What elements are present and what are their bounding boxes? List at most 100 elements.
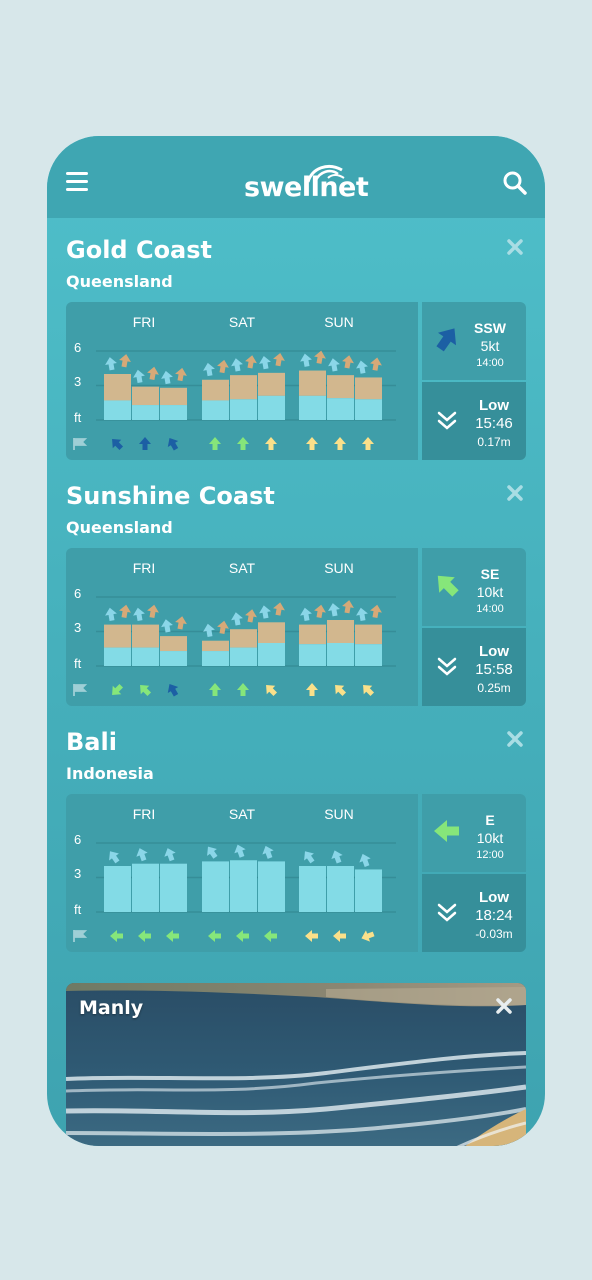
wind-time: 14:00	[476, 357, 504, 369]
wind-arrow	[166, 930, 179, 942]
secondary-swell-bar	[327, 620, 354, 643]
wind-arrow	[110, 930, 123, 942]
wind-arrow	[266, 685, 278, 697]
tide-label: Low	[479, 397, 509, 414]
swell-chart-svg: 6 3 ft FRI SAT SUN	[73, 560, 396, 697]
swell-direction-arrow	[231, 612, 243, 626]
swell-direction-arrow	[161, 370, 173, 385]
hamburger-menu-icon[interactable]	[66, 172, 88, 191]
primary-swell-bar	[327, 643, 354, 666]
swell-direction-arrow	[203, 362, 215, 377]
surfcam-title: Manly	[79, 997, 144, 1019]
wind-arrow	[265, 437, 277, 450]
day-label: FRI	[133, 314, 156, 330]
wind-direction: SSW	[474, 320, 506, 336]
search-icon[interactable]	[502, 170, 528, 196]
wind-speed: 5kt	[480, 338, 500, 354]
primary-swell-bar	[104, 866, 131, 912]
secondary-swell-bar	[132, 624, 159, 648]
primary-swell-bar	[299, 866, 326, 912]
forecast-panel: 6 3 ft FRI SAT SUN SSW 5kt 14:00 Low 15:46 0.…	[66, 302, 526, 460]
location-title[interactable]: Sunshine Coast	[66, 482, 275, 510]
primary-swell-bar	[132, 863, 159, 912]
close-icon[interactable]	[495, 997, 513, 1015]
day-label: SUN	[324, 314, 354, 330]
primary-swell-bar	[355, 644, 382, 666]
swell-direction-arrow	[273, 352, 285, 367]
swell-direction-arrow	[161, 619, 173, 633]
wind-arrow	[112, 439, 124, 451]
primary-swell-bar	[160, 405, 187, 420]
wind-box: SSW 5kt 14:00	[422, 302, 526, 380]
wind-time: 14:00	[476, 603, 504, 615]
swell-direction-arrow	[356, 607, 368, 621]
swell-chart[interactable]: 6 3 ft FRI SAT SUN	[66, 548, 418, 706]
double-chevron-down-icon	[437, 657, 457, 676]
wind-arrow	[236, 930, 249, 942]
swell-direction-arrow	[314, 604, 326, 618]
swell-direction-arrow	[356, 360, 368, 374]
secondary-swell-bar	[104, 624, 131, 648]
forecast-panel: 6 3 ft FRI SAT SUN SE 10kt 14:00 Low 15:58 0.…	[66, 548, 526, 706]
swell-direction-arrow	[273, 602, 285, 616]
y-axis-label: 6	[74, 340, 81, 355]
close-icon[interactable]	[506, 484, 524, 502]
wind-arrow	[112, 683, 124, 695]
wind-arrow	[306, 683, 318, 696]
swell-chart[interactable]: 6 3 ft FRI SAT SUN	[66, 794, 418, 952]
wind-direction-arrow-icon	[436, 328, 457, 352]
swell-direction-arrow	[105, 607, 117, 621]
wind-time: 12:00	[476, 849, 504, 861]
secondary-swell-bar	[202, 640, 229, 652]
swell-chart-svg: 6 3 ft FRI SAT SUN	[73, 806, 396, 942]
swell-direction-arrow	[175, 367, 187, 382]
location-title[interactable]: Gold Coast	[66, 236, 213, 264]
tide-time: 15:58	[475, 661, 513, 678]
y-axis-label: 3	[74, 374, 81, 389]
wind-arrow	[140, 685, 152, 697]
primary-swell-bar	[258, 861, 285, 912]
y-axis-label: ft	[74, 902, 82, 917]
y-axis-label: 6	[74, 832, 81, 847]
y-axis-label: 6	[74, 586, 81, 601]
swell-direction-arrow	[109, 851, 120, 864]
app-header: swellnet	[47, 136, 545, 218]
wind-box: E 10kt 12:00	[422, 794, 526, 872]
primary-swell-bar	[160, 863, 187, 912]
swell-direction-arrow	[217, 359, 229, 374]
close-icon[interactable]	[506, 730, 524, 748]
swell-direction-arrow	[147, 366, 159, 380]
swell-direction-arrow	[164, 848, 176, 862]
wind-box: SE 10kt 14:00	[422, 548, 526, 626]
primary-swell-bar	[299, 644, 326, 666]
close-icon[interactable]	[506, 238, 524, 256]
tide-label: Low	[479, 889, 509, 906]
secondary-swell-bar	[299, 370, 326, 396]
day-label: SAT	[229, 560, 256, 576]
swell-direction-arrow	[314, 350, 326, 364]
region-label: Queensland	[66, 518, 173, 537]
swell-direction-arrow	[370, 604, 382, 618]
y-axis-label: 3	[74, 866, 81, 881]
swell-chart-svg: 6 3 ft FRI SAT SUN	[73, 314, 396, 451]
secondary-swell-bar	[327, 375, 354, 399]
wind-speed: 10kt	[476, 830, 504, 846]
day-label: FRI	[133, 806, 156, 822]
secondary-swell-bar	[202, 379, 229, 401]
wind-flag-icon	[73, 684, 88, 696]
wind-direction-arrow-icon	[434, 820, 459, 842]
wind-arrow	[361, 930, 375, 942]
primary-swell-bar	[258, 643, 285, 666]
swell-chart[interactable]: 6 3 ft FRI SAT SUN	[66, 302, 418, 460]
secondary-swell-bar	[258, 622, 285, 643]
secondary-swell-bar	[160, 387, 187, 406]
swell-direction-arrow	[342, 355, 354, 369]
tide-height: -0.03m	[475, 927, 513, 941]
tide-height: 0.17m	[477, 435, 511, 449]
day-label: SAT	[229, 806, 256, 822]
wind-arrow	[139, 437, 151, 450]
wind-arrow	[237, 437, 249, 450]
location-title[interactable]: Bali	[66, 728, 117, 756]
primary-swell-bar	[327, 398, 354, 420]
surfcam-card[interactable]: Manly	[66, 983, 526, 1146]
